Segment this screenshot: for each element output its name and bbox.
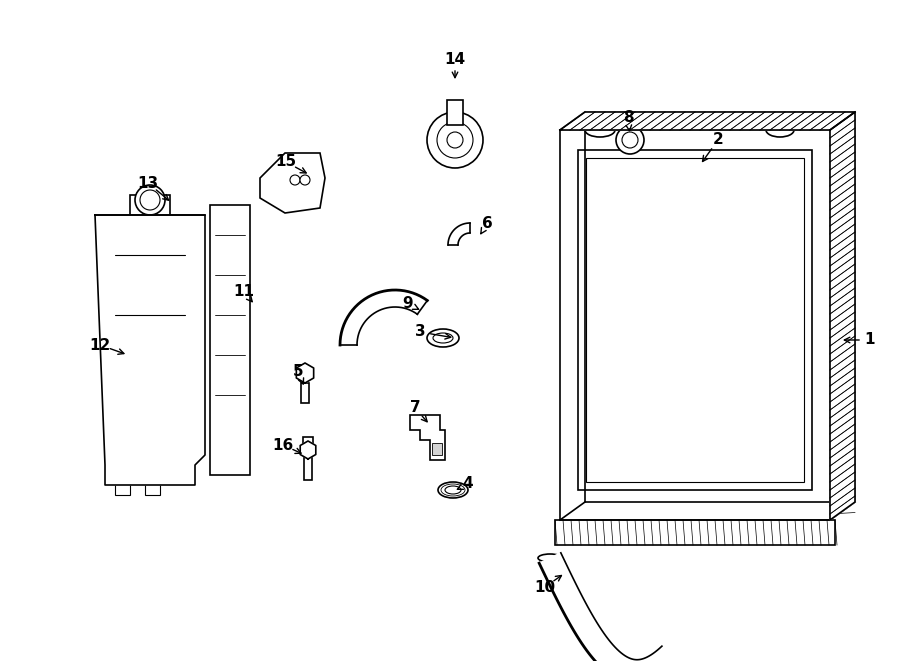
Text: 16: 16	[273, 438, 293, 453]
Polygon shape	[539, 553, 678, 661]
Bar	[618, 118, 642, 130]
Text: 2: 2	[713, 132, 724, 147]
Bar	[447, 100, 463, 125]
Circle shape	[616, 126, 644, 154]
Bar	[145, 475, 160, 495]
Polygon shape	[830, 112, 855, 520]
Polygon shape	[560, 112, 855, 130]
Bar	[115, 475, 130, 495]
Text: 9: 9	[402, 297, 413, 311]
Ellipse shape	[427, 329, 459, 347]
Polygon shape	[95, 215, 205, 485]
Text: 3: 3	[415, 325, 426, 340]
Ellipse shape	[438, 482, 468, 498]
Ellipse shape	[538, 554, 562, 562]
Bar	[586, 158, 804, 482]
Text: 5: 5	[292, 364, 303, 379]
Polygon shape	[448, 223, 470, 245]
Polygon shape	[301, 441, 316, 459]
Text: 12: 12	[89, 338, 111, 352]
Bar	[432, 443, 442, 455]
Bar	[555, 520, 835, 545]
Bar	[304, 450, 312, 480]
Text: 6: 6	[482, 217, 492, 231]
Circle shape	[290, 175, 300, 185]
Text: 14: 14	[445, 52, 465, 67]
Ellipse shape	[766, 123, 794, 137]
Bar	[210, 205, 250, 475]
Circle shape	[135, 185, 165, 215]
Text: 11: 11	[233, 284, 255, 299]
Bar	[301, 383, 309, 403]
Text: 7: 7	[410, 401, 420, 416]
Text: 10: 10	[535, 580, 555, 594]
Text: 15: 15	[275, 155, 297, 169]
Text: 13: 13	[138, 176, 158, 190]
Bar	[578, 150, 812, 490]
Ellipse shape	[770, 117, 790, 127]
Circle shape	[300, 175, 310, 185]
Text: 1: 1	[865, 332, 875, 348]
Polygon shape	[410, 415, 445, 460]
Text: 8: 8	[623, 110, 634, 126]
Circle shape	[427, 112, 483, 168]
Text: 4: 4	[463, 477, 473, 492]
Circle shape	[447, 132, 463, 148]
Bar	[130, 195, 170, 220]
Polygon shape	[260, 153, 325, 213]
Bar	[303, 437, 313, 451]
Ellipse shape	[589, 117, 611, 127]
Ellipse shape	[585, 123, 615, 137]
Polygon shape	[340, 290, 428, 345]
Polygon shape	[296, 363, 314, 383]
